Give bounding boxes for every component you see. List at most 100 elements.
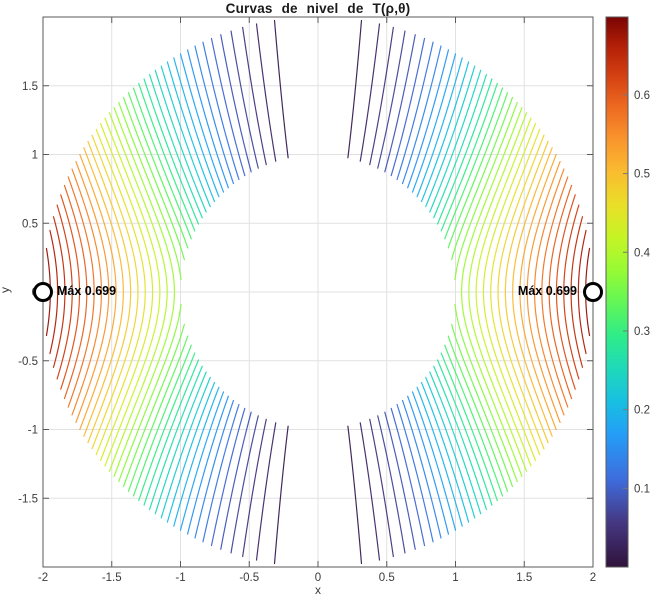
contour-line <box>186 395 229 535</box>
contour-line <box>416 386 463 527</box>
annotation-markers <box>33 282 603 302</box>
contour-line <box>273 425 289 565</box>
contour-line <box>420 61 470 203</box>
contour-line <box>377 30 406 169</box>
contour-line <box>230 30 259 169</box>
contour-line <box>541 176 569 408</box>
contour-line <box>425 376 476 519</box>
y-tick-label: -0.5 <box>18 356 38 368</box>
contour-line <box>384 411 416 550</box>
contour-line <box>122 96 185 261</box>
y-tick-label: 1 <box>32 150 38 162</box>
contour-line <box>429 69 482 213</box>
colorbar-tick-label: 0.4 <box>634 247 651 259</box>
colorbar-tick-labels: 0.1 0.2 0.3 0.4 0.5 0.6 <box>634 90 651 495</box>
x-tick-label: 1.5 <box>516 572 532 584</box>
contour-line <box>255 23 277 162</box>
contour-line <box>451 96 514 261</box>
contour-line <box>104 117 161 467</box>
contour-line <box>401 399 442 539</box>
contour-line <box>210 37 246 177</box>
colorbar-tick-label: 0.2 <box>634 405 650 417</box>
colorbar-gradient <box>606 17 628 567</box>
contour-line <box>194 399 235 539</box>
contour-line <box>149 73 203 219</box>
contour-line <box>390 407 426 547</box>
contour-line <box>194 45 235 185</box>
contour-line <box>369 26 394 166</box>
contour-line <box>433 365 487 511</box>
contour-line <box>166 381 216 523</box>
contour-line <box>555 194 576 390</box>
contour-line <box>490 128 541 456</box>
contour-line <box>436 359 493 506</box>
x-tick-labels: -2 -1.5 -1 -0.5 0 0.5 1 1.5 2 <box>38 572 596 584</box>
contour-line <box>359 422 381 561</box>
colorbar-tick-label: 0.5 <box>634 169 650 181</box>
contour-line <box>154 371 207 515</box>
contour-line <box>416 57 463 198</box>
contour-line <box>179 53 225 193</box>
y-tick-label: -1 <box>28 425 38 437</box>
contour-line <box>447 92 509 249</box>
contour-line <box>202 41 240 181</box>
contour-line <box>160 376 211 519</box>
contour-line <box>396 41 434 181</box>
y-tick-label: -1.5 <box>18 493 38 505</box>
y-tick-labels: -1.5-1-0.500.511.5 <box>18 81 38 506</box>
contour-line <box>122 323 185 488</box>
contour-line <box>242 26 267 166</box>
contour-line <box>91 134 139 450</box>
contour-line <box>75 160 110 424</box>
contour-line <box>113 106 176 478</box>
contour-line <box>390 37 426 177</box>
contour-lines <box>45 19 591 565</box>
contour-line <box>440 82 498 232</box>
contour-line <box>118 303 182 483</box>
contour-line <box>255 422 277 561</box>
contour-line <box>411 391 457 531</box>
contour-line <box>447 335 509 492</box>
colorbar-frame <box>605 16 629 568</box>
contour-line <box>49 229 59 355</box>
contour-line <box>401 45 442 185</box>
contour-line <box>99 123 154 461</box>
x-axis-label: x <box>315 583 321 597</box>
x-tick-label: -2 <box>38 572 48 584</box>
y-tick-label: 0.5 <box>22 218 38 230</box>
x-tick-label: 1 <box>452 572 458 584</box>
x-tick-label: -0.5 <box>239 572 259 584</box>
contour-line <box>210 407 246 547</box>
contour-line <box>475 117 532 467</box>
contour-line <box>138 352 196 502</box>
contour-line <box>425 65 476 208</box>
contour-line <box>220 34 252 173</box>
contour-line <box>468 112 528 472</box>
contour-line <box>220 411 252 550</box>
contour-line <box>444 344 504 497</box>
contour-line <box>347 19 363 159</box>
contour-line <box>179 391 225 531</box>
colorbar: 0.1 0.2 0.3 0.4 0.5 0.6 <box>605 16 651 568</box>
contour-line <box>127 92 189 249</box>
contour-line <box>273 19 289 159</box>
contour-line <box>56 204 73 380</box>
contour-line <box>347 425 363 565</box>
contour-line <box>563 204 580 380</box>
contour-line <box>460 106 523 478</box>
contour-line <box>166 61 216 203</box>
colorbar-tick-label: 0.3 <box>634 326 650 338</box>
contour-line <box>132 344 192 497</box>
contour-line <box>132 87 192 240</box>
contour-line <box>377 415 406 554</box>
contour-line <box>570 216 584 368</box>
contour-line <box>71 168 103 416</box>
colorbar-tick-label: 0.6 <box>634 90 650 102</box>
contour-line <box>108 112 168 472</box>
contour-line <box>504 140 549 444</box>
contour-line <box>482 123 537 461</box>
contour-line <box>454 101 518 281</box>
contour-line <box>429 371 482 515</box>
